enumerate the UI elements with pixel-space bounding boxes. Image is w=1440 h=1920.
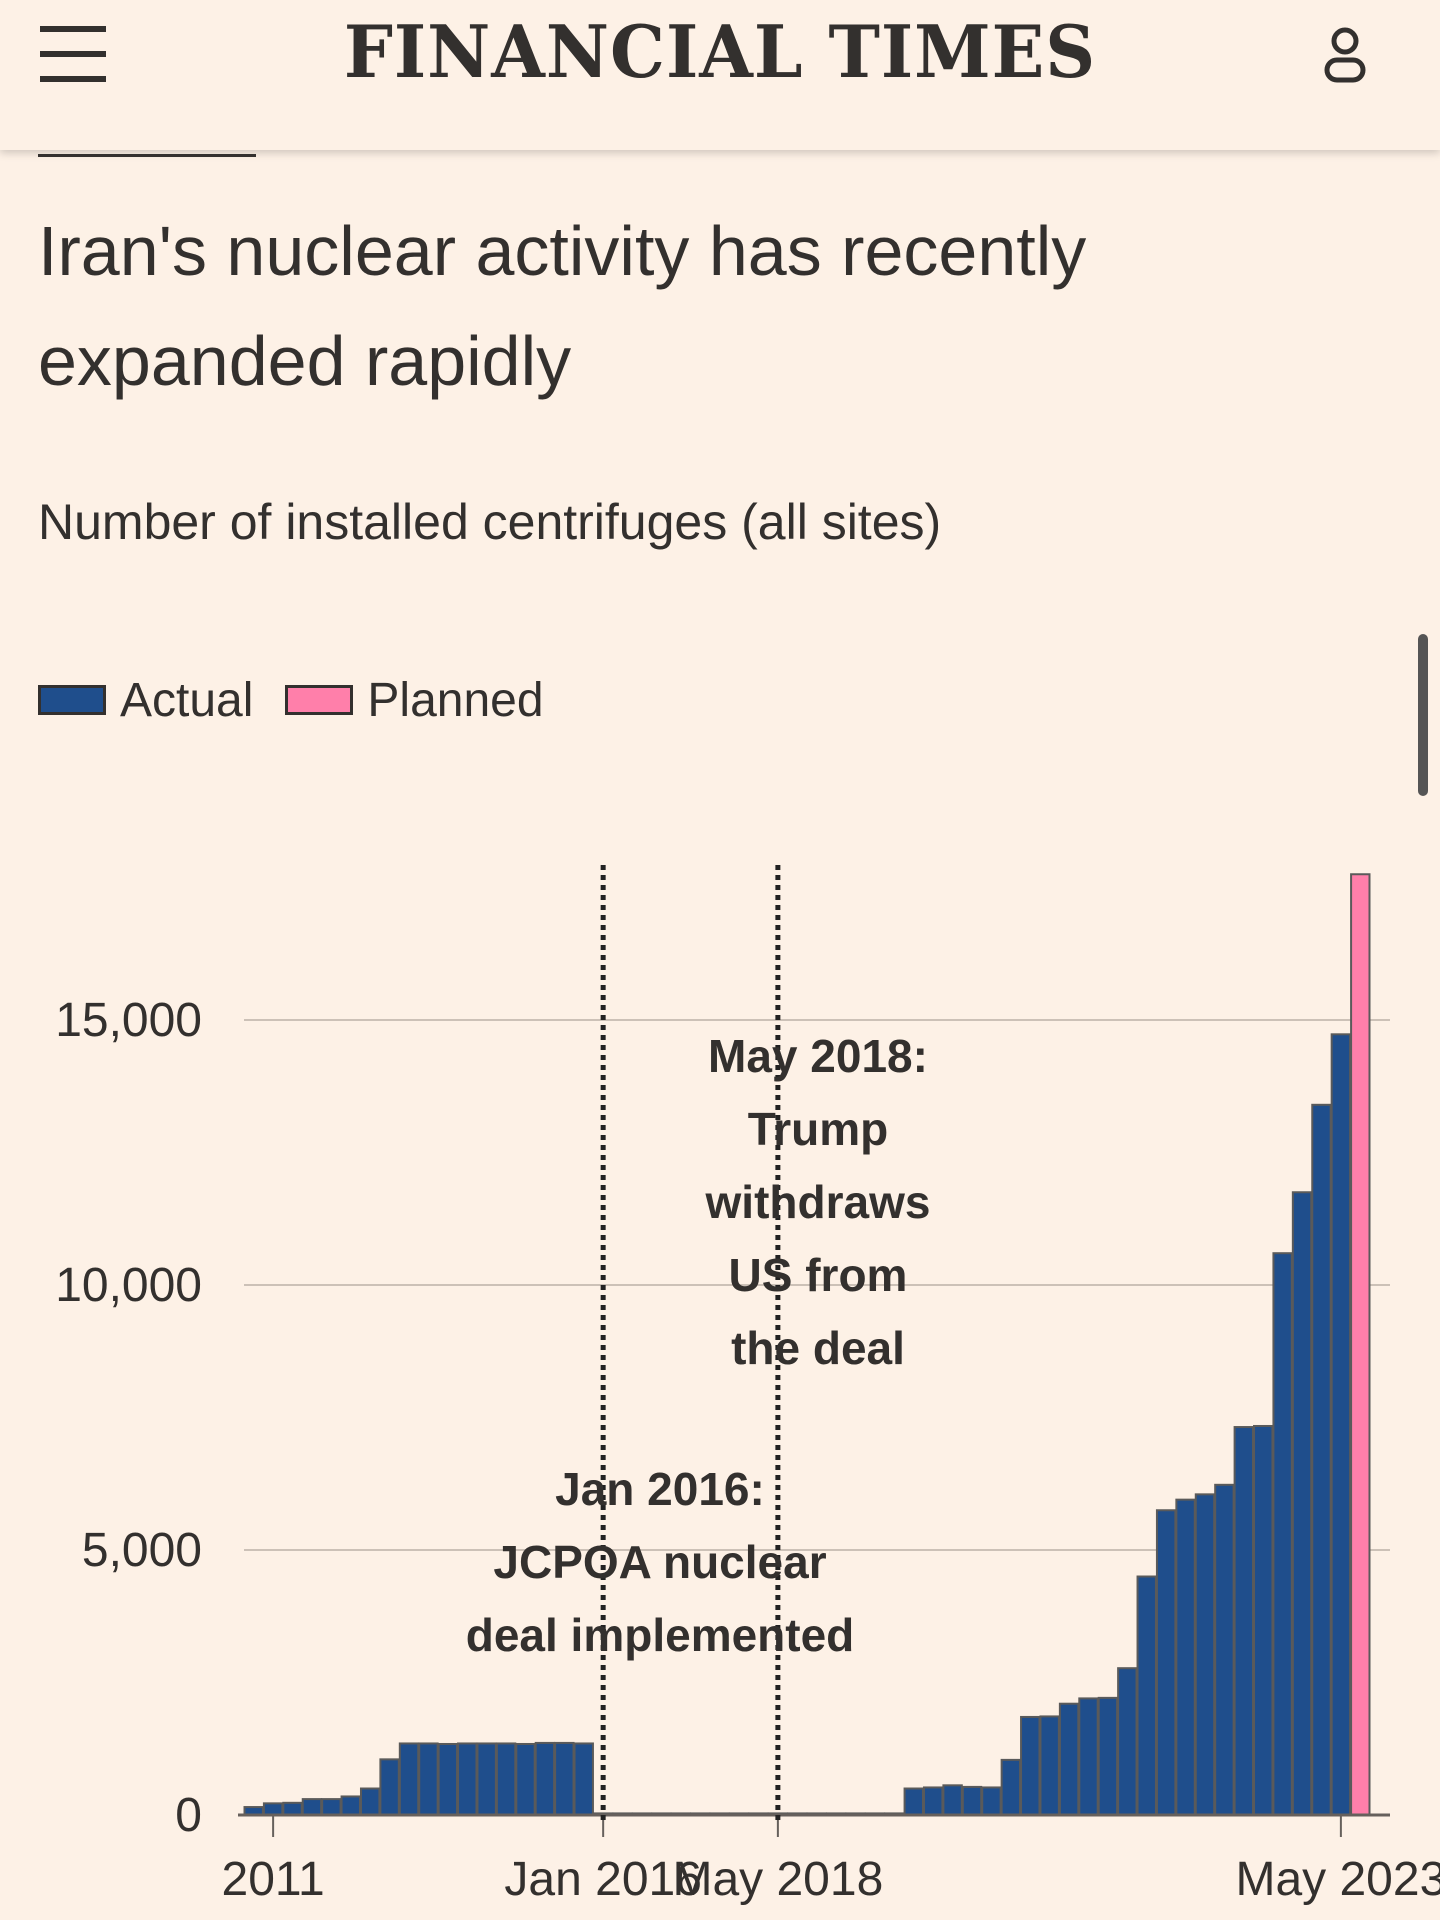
bar-actual [1000, 1758, 1022, 1817]
bar-actual [981, 1786, 1002, 1817]
bar-actual [573, 1742, 594, 1817]
annotation-text: JCPOA nuclear [493, 1536, 826, 1588]
bar-actual [534, 1741, 556, 1816]
bar-actual [1097, 1696, 1119, 1816]
bar-actual [1311, 1103, 1332, 1816]
headline-rule [38, 154, 256, 157]
legend-swatch-actual [38, 685, 106, 715]
chart-subtitle: Number of installed centrifuges (all sit… [38, 494, 942, 550]
bar-actual [1155, 1509, 1177, 1816]
bar-actual [1330, 1033, 1352, 1816]
bar-actual [1058, 1702, 1080, 1817]
bar-actual [262, 1802, 284, 1817]
site-logo[interactable]: FINANCIAL TIMES [343, 9, 1097, 94]
annotation-text: the deal [731, 1322, 905, 1374]
chart-headline: Iran's nuclear activity has recently exp… [38, 212, 1087, 400]
x-tick-label: 2011 [222, 1853, 325, 1906]
bar-actual [903, 1787, 924, 1816]
bar-actual [495, 1742, 517, 1817]
bar-actual [554, 1741, 575, 1816]
bar-actual [282, 1801, 303, 1816]
annotation-text: deal implemented [466, 1609, 855, 1661]
x-tick-label: May 2023 [1235, 1853, 1440, 1906]
bar-actual [437, 1742, 459, 1816]
annotation-text: Jan 2016: [555, 1463, 765, 1515]
user-account-icon[interactable] [1322, 24, 1368, 84]
bar-actual [1020, 1715, 1041, 1817]
bar-actual [1194, 1493, 1216, 1816]
bar-planned [1350, 873, 1371, 1816]
bar-actual [1253, 1424, 1274, 1816]
bar-actual [379, 1758, 400, 1816]
legend-label-actual: Actual [120, 673, 254, 727]
bar-actual [359, 1787, 381, 1816]
x-tick-label: Jan 2016 [504, 1853, 702, 1906]
annotation-text: US from [729, 1249, 908, 1301]
bar-actual [418, 1742, 439, 1817]
legend-swatch-planned [285, 685, 354, 715]
bar-actual [1117, 1667, 1138, 1816]
bar-actual [340, 1795, 361, 1817]
annotation-text: Trump [748, 1103, 889, 1155]
bar-actual [476, 1742, 497, 1817]
bar-actual [1272, 1252, 1293, 1816]
x-tick-label: May 2018 [672, 1853, 883, 1906]
y-tick-label: 10,000 [55, 1259, 202, 1312]
bar-actual [942, 1784, 963, 1817]
bar-actual [457, 1742, 478, 1817]
bar-actual [1039, 1715, 1060, 1816]
chart-legend: Actual Planned [38, 668, 576, 732]
bar-actual [922, 1786, 944, 1817]
bar-actual [1291, 1191, 1313, 1816]
bar-actual [321, 1798, 342, 1816]
scrollbar[interactable] [1418, 634, 1428, 796]
bar-actual [1175, 1498, 1196, 1817]
bar-actual [1136, 1575, 1157, 1816]
annotation-text: withdraws [705, 1176, 931, 1228]
bar-actual [961, 1785, 983, 1816]
y-tick-label: 0 [175, 1789, 202, 1842]
bar-actual [301, 1798, 323, 1816]
bar-actual [398, 1742, 420, 1817]
bar-actual [1233, 1426, 1255, 1816]
bar-actual [1214, 1483, 1235, 1816]
bar-actual [515, 1742, 536, 1816]
y-tick-label: 15,000 [55, 994, 202, 1047]
legend-label-planned: Planned [367, 673, 544, 727]
bar-actual [1078, 1697, 1099, 1817]
annotation-text: May 2018: [708, 1030, 928, 1082]
y-tick-label: 5,000 [82, 1524, 202, 1577]
top-bar: FINANCIAL TIMES [0, 0, 1440, 150]
hamburger-menu-icon[interactable] [40, 26, 106, 82]
